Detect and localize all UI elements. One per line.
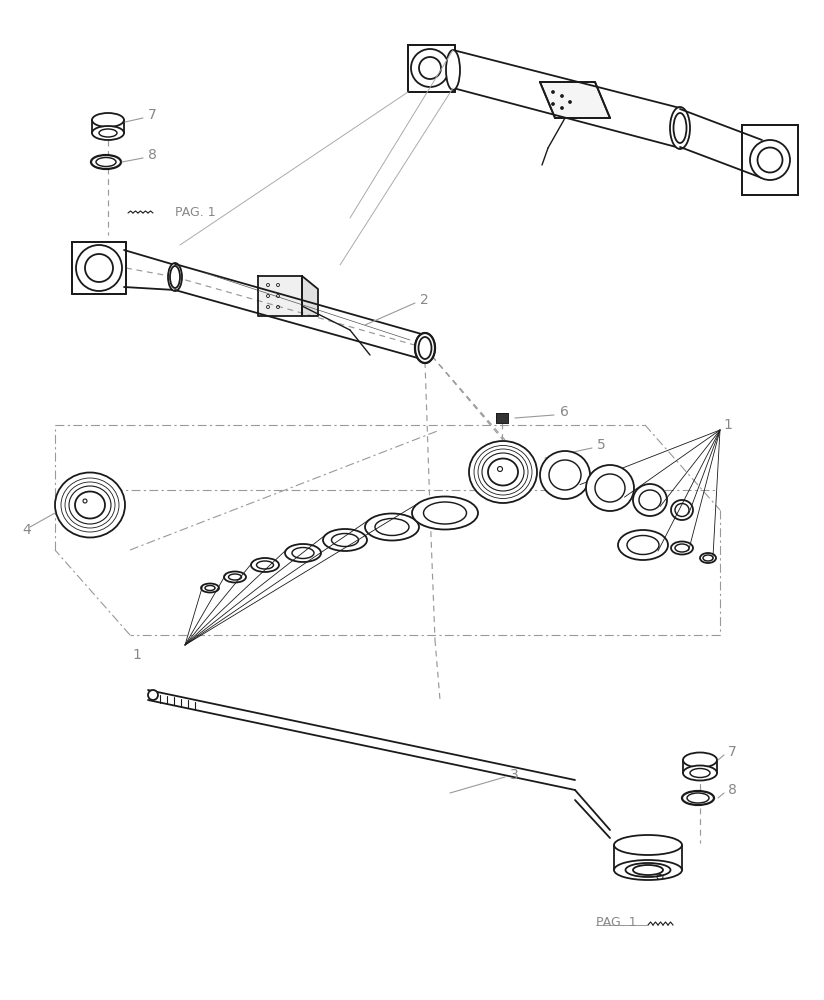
Ellipse shape — [683, 766, 717, 780]
Text: 8: 8 — [148, 148, 157, 162]
Text: 3: 3 — [510, 768, 519, 782]
Ellipse shape — [170, 266, 180, 288]
Text: 5: 5 — [597, 438, 606, 452]
Text: 8: 8 — [728, 783, 737, 797]
Ellipse shape — [633, 484, 667, 516]
Text: 1: 1 — [132, 648, 141, 662]
Ellipse shape — [614, 835, 682, 855]
Text: 6: 6 — [560, 405, 569, 419]
Polygon shape — [302, 276, 318, 316]
Ellipse shape — [618, 530, 668, 560]
Ellipse shape — [551, 103, 555, 105]
Ellipse shape — [415, 333, 435, 363]
Ellipse shape — [323, 529, 367, 551]
Ellipse shape — [560, 95, 564, 98]
Ellipse shape — [540, 451, 590, 499]
Ellipse shape — [683, 752, 717, 768]
Ellipse shape — [671, 500, 693, 520]
Ellipse shape — [201, 584, 219, 592]
Text: 4: 4 — [22, 523, 30, 537]
Ellipse shape — [551, 91, 555, 94]
Text: 7: 7 — [148, 108, 157, 122]
Text: 1: 1 — [723, 418, 732, 432]
Ellipse shape — [92, 113, 124, 127]
Ellipse shape — [671, 542, 693, 554]
Ellipse shape — [92, 126, 124, 140]
Ellipse shape — [55, 473, 125, 538]
Ellipse shape — [419, 337, 432, 359]
Polygon shape — [742, 125, 798, 195]
Ellipse shape — [285, 544, 321, 562]
Ellipse shape — [700, 553, 716, 563]
Ellipse shape — [757, 147, 783, 172]
Ellipse shape — [419, 57, 441, 79]
Polygon shape — [496, 413, 508, 423]
Ellipse shape — [446, 50, 460, 90]
Ellipse shape — [148, 690, 158, 700]
Ellipse shape — [411, 49, 449, 87]
Ellipse shape — [569, 101, 572, 104]
Ellipse shape — [614, 860, 682, 880]
Ellipse shape — [76, 245, 122, 291]
Ellipse shape — [469, 441, 537, 503]
Ellipse shape — [224, 572, 246, 582]
Ellipse shape — [670, 107, 690, 149]
Ellipse shape — [673, 113, 686, 143]
Polygon shape — [408, 45, 455, 92]
Polygon shape — [72, 242, 126, 294]
Text: PAG. 1: PAG. 1 — [175, 207, 216, 220]
Text: 2: 2 — [420, 293, 428, 307]
Text: PAG. 1: PAG. 1 — [596, 916, 637, 930]
Ellipse shape — [415, 333, 435, 363]
Polygon shape — [258, 276, 302, 316]
Ellipse shape — [750, 140, 790, 180]
Ellipse shape — [168, 263, 182, 291]
Ellipse shape — [560, 106, 564, 109]
Ellipse shape — [412, 496, 478, 530]
Polygon shape — [540, 82, 610, 118]
Ellipse shape — [251, 558, 279, 572]
Text: 7: 7 — [728, 745, 737, 759]
Ellipse shape — [365, 514, 419, 540]
Ellipse shape — [633, 865, 663, 875]
Ellipse shape — [85, 254, 113, 282]
Ellipse shape — [586, 465, 634, 511]
Ellipse shape — [99, 129, 117, 137]
